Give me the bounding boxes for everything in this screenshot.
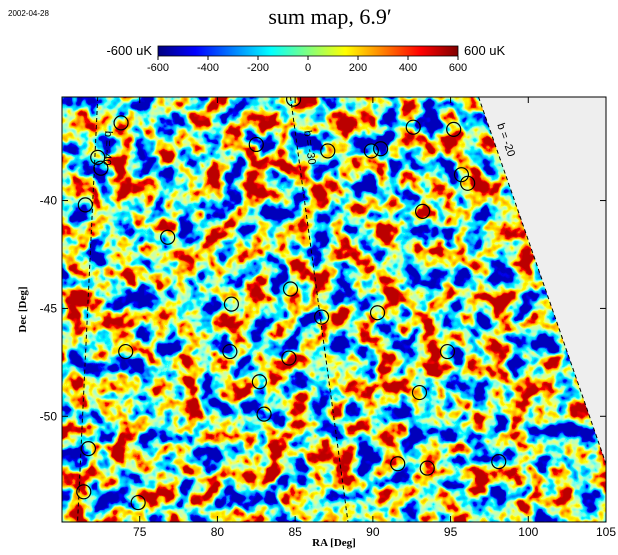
x-axis-label: RA [Deg]: [312, 537, 356, 549]
colorbar-tick-label: -200: [247, 62, 269, 74]
colorbar-tick-label: 200: [349, 62, 367, 74]
colorbar-tick-label: -400: [197, 62, 219, 74]
x-tick-label: 85: [288, 525, 302, 539]
colorbar-max-label: 600 uK: [464, 43, 506, 58]
colorbar-tick-label: -600: [147, 62, 169, 74]
colorbar: [158, 46, 458, 56]
x-tick-label: 90: [366, 525, 380, 539]
y-axis-label: Dec [Deg]: [17, 286, 29, 332]
colorbar-tick-label: 400: [399, 62, 417, 74]
date: 2002-04-28: [8, 9, 49, 18]
colorbar-tick-label: 0: [305, 62, 311, 74]
chart-title: sum map, 6.9′: [268, 4, 391, 29]
latitude-label: b = -40: [101, 131, 115, 166]
y-tick-label: -50: [40, 409, 58, 423]
y-tick-label: -45: [40, 301, 58, 315]
x-tick-label: 80: [211, 525, 225, 539]
x-tick-label: 75: [133, 525, 147, 539]
page: {"chart_data": {"type": "map", "date": "…: [0, 0, 618, 550]
colorbar-tick-label: 600: [449, 62, 467, 74]
colorbar-min-label: -600 uK: [106, 43, 152, 58]
x-tick-label: 105: [596, 525, 616, 539]
chart: 2002-04-28 sum map, 6.9′ -600 uK 600 uK …: [0, 0, 618, 550]
y-tick-label: -40: [40, 194, 58, 208]
x-tick-label: 95: [444, 525, 458, 539]
x-tick-label: 100: [518, 525, 538, 539]
